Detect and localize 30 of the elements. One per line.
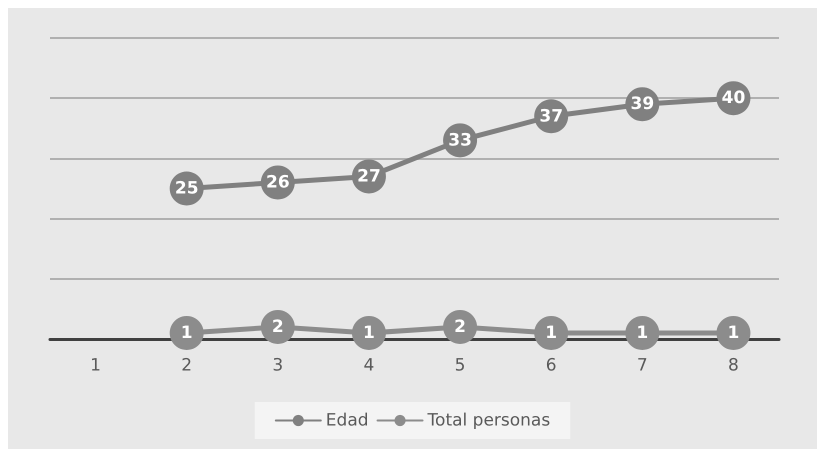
- data-label: 39: [630, 94, 654, 114]
- x-tick-label: 2: [181, 356, 192, 376]
- point: [443, 310, 478, 344]
- data-label: 40: [722, 88, 746, 108]
- data-label: 37: [539, 106, 564, 126]
- data-label: 2: [272, 316, 284, 337]
- x-tick-label: 1: [90, 356, 101, 376]
- data-label: 1: [545, 322, 558, 343]
- data-label: 1: [636, 322, 648, 343]
- point: [625, 316, 660, 350]
- point: [352, 316, 386, 350]
- x-tick-label: 5: [454, 356, 466, 376]
- data-label: 1: [728, 322, 740, 343]
- legend-label: Edad: [326, 410, 369, 430]
- point: [170, 316, 204, 350]
- x-tick-label: 7: [636, 356, 648, 376]
- x-tick-label: 6: [546, 356, 557, 376]
- data-label: 25: [174, 178, 199, 198]
- x-tick-label: 3: [272, 356, 284, 376]
- data-label: 33: [448, 130, 472, 150]
- data-label: 1: [180, 322, 193, 343]
- legend-label: Total personas: [426, 410, 550, 430]
- point: [716, 316, 750, 350]
- point: [534, 316, 568, 350]
- data-label: 27: [357, 166, 381, 186]
- data-label: 1: [363, 322, 375, 343]
- x-tick-label: 4: [364, 356, 374, 376]
- x-tick-label: 8: [728, 356, 739, 376]
- data-label: 2: [454, 316, 466, 337]
- data-label: 26: [266, 172, 290, 192]
